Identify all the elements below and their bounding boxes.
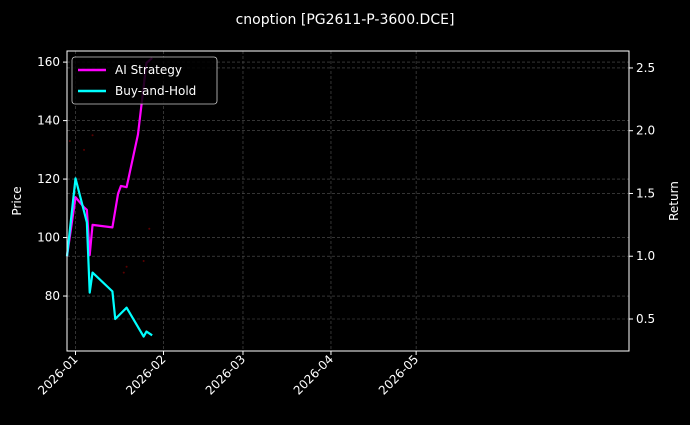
price-point xyxy=(68,140,71,143)
price-point xyxy=(142,259,145,262)
y-right-tick-label: 0.5 xyxy=(636,312,655,326)
chart-title: cnoption [PG2611-P-3600.DCE] xyxy=(236,12,455,28)
y-left-tick-label: 80 xyxy=(45,289,60,303)
y-axis-left-label: Price xyxy=(10,186,24,215)
y-right-tick-label: 2.5 xyxy=(636,61,655,75)
legend-label-ai-strategy: AI Strategy xyxy=(115,63,182,77)
legend: AI Strategy Buy-and-Hold xyxy=(71,56,218,105)
price-points xyxy=(68,134,151,274)
y-axis-right-label: Return xyxy=(667,181,681,221)
grid xyxy=(67,51,629,351)
plot-frame xyxy=(66,50,630,352)
price-point xyxy=(122,271,125,274)
y-right-tick-label: 1.5 xyxy=(636,186,655,200)
y-axis-left: 80 100 120 140 160 xyxy=(37,55,67,303)
legend-box xyxy=(71,56,218,105)
x-tick-label: 2026-01 xyxy=(35,352,80,397)
y-left-tick-label: 160 xyxy=(37,55,60,69)
y-left-tick-label: 100 xyxy=(37,231,60,245)
y-left-tick-label: 140 xyxy=(37,114,60,128)
series-lines xyxy=(65,57,153,338)
x-tick-label: 2026-04 xyxy=(291,352,336,397)
x-tick-label: 2026-03 xyxy=(203,352,248,397)
price-point xyxy=(91,134,94,137)
x-tick-label: 2026-05 xyxy=(376,352,421,397)
y-right-tick-label: 2.0 xyxy=(636,124,655,138)
price-point xyxy=(83,148,86,151)
legend-label-buy-and-hold: Buy-and-Hold xyxy=(115,84,196,98)
y-left-tick-label: 120 xyxy=(37,172,60,186)
series-line-buy-and-hold xyxy=(65,177,153,338)
y-right-tick-label: 1.0 xyxy=(636,249,655,263)
x-tick-label: 2026-02 xyxy=(123,352,168,397)
price-point xyxy=(125,265,128,268)
y-axis-right: 0.5 1.0 1.5 2.0 2.5 xyxy=(629,61,655,326)
price-point xyxy=(148,227,151,230)
x-axis: 2026-01 2026-02 2026-03 2026-04 2026-05 xyxy=(35,351,421,398)
